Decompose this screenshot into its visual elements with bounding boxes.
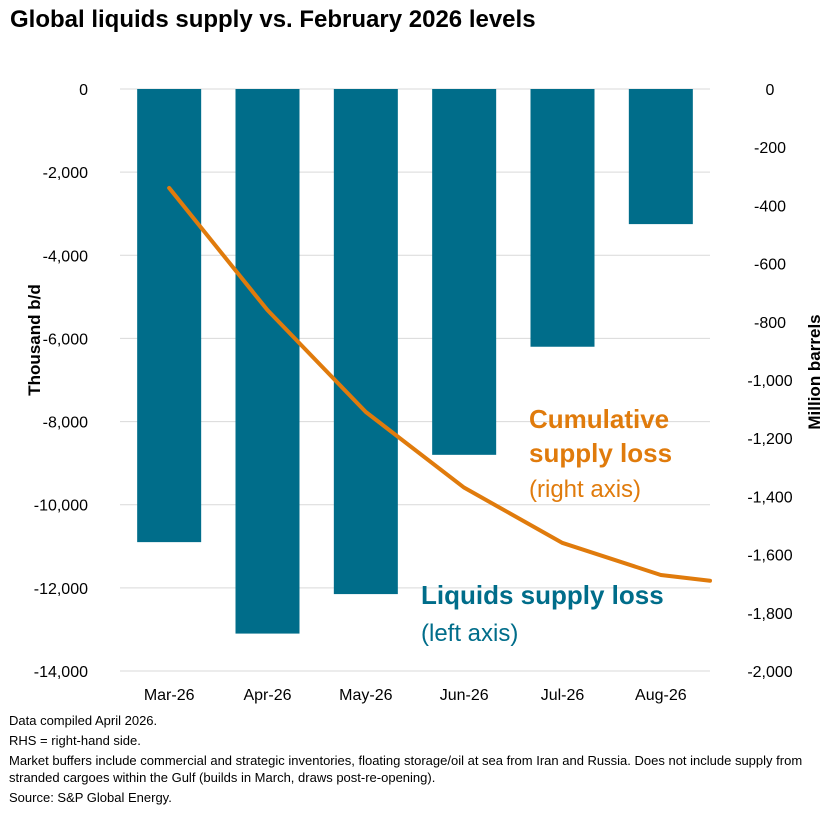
left-axis: 0 -2,000 -4,000 -6,000 -8,000 -10,000 -12,000 -…: [34, 82, 88, 681]
category-label: Aug-26: [635, 687, 687, 704]
right-tick-label: -1,800: [747, 606, 792, 623]
right-tick-label: -1,400: [747, 489, 792, 506]
left-tick-label: -2,000: [43, 165, 88, 182]
line-annotation-title-2: supply loss: [529, 438, 672, 468]
footnote-source: Source: S&P Global Energy.: [9, 790, 172, 805]
line-annotation-sub: (right axis): [529, 476, 641, 503]
left-axis-label: Thousand b/d: [25, 284, 44, 395]
right-tick-label: -400: [754, 198, 786, 215]
bar: [333, 89, 398, 595]
cumulative-loss-line: [167, 185, 712, 583]
footnote-buffers: Market buffers include commercial and st…: [9, 753, 803, 785]
bar-annotation-title: Liquids supply loss: [421, 580, 664, 610]
chart-title: Global liquids supply vs. February 2026 …: [10, 6, 536, 33]
right-tick-label: 0: [766, 82, 775, 99]
right-tick-label: -2,000: [747, 664, 792, 681]
line-annotation-title-1: Cumulative: [529, 404, 669, 434]
bar: [235, 89, 300, 634]
bar: [530, 89, 595, 347]
left-tick-label: -14,000: [34, 664, 88, 681]
left-tick-label: 0: [79, 82, 88, 99]
left-tick-label: -6,000: [43, 331, 88, 348]
bar: [432, 89, 497, 455]
bar: [137, 89, 202, 543]
right-tick-label: -1,600: [747, 548, 792, 565]
right-tick-label: -1,000: [747, 373, 792, 390]
category-label: Jun-26: [440, 687, 489, 704]
footnotes: Data compiled April 2026. RHS = right-ha…: [9, 712, 824, 809]
right-axis-label: Million barrels: [805, 314, 824, 429]
chart: 0 -2,000 -4,000 -6,000 -8,000 -10,000 -12,000 -…: [25, 82, 824, 704]
category-label: Mar-26: [144, 687, 195, 704]
category-label: May-26: [339, 687, 392, 704]
bar: [628, 89, 693, 225]
x-axis: Mar-26 Apr-26 May-26 Jun-26 Jul-26 Aug-26: [144, 687, 687, 704]
right-tick-label: -1,200: [747, 431, 792, 448]
footnote-date: Data compiled April 2026.: [9, 713, 158, 728]
footnote-rhs: RHS = right-hand side.: [9, 733, 141, 748]
bar-annotation-sub: (left axis): [421, 620, 518, 647]
bar-series: [137, 89, 693, 634]
right-tick-label: -600: [754, 257, 786, 274]
right-tick-label: -800: [754, 315, 786, 332]
left-tick-label: -12,000: [34, 581, 88, 598]
right-tick-label: -200: [754, 140, 786, 157]
category-label: Apr-26: [243, 687, 291, 704]
left-tick-label: -10,000: [34, 498, 88, 515]
line-series: [167, 185, 712, 583]
gridlines: [120, 88, 710, 672]
right-axis: 0 -200 -400 -600 -800 -1,000 -1,200 -1,400 -1,60…: [747, 82, 792, 681]
left-tick-label: -4,000: [43, 248, 88, 265]
left-tick-label: -8,000: [43, 415, 88, 432]
category-label: Jul-26: [541, 687, 585, 704]
